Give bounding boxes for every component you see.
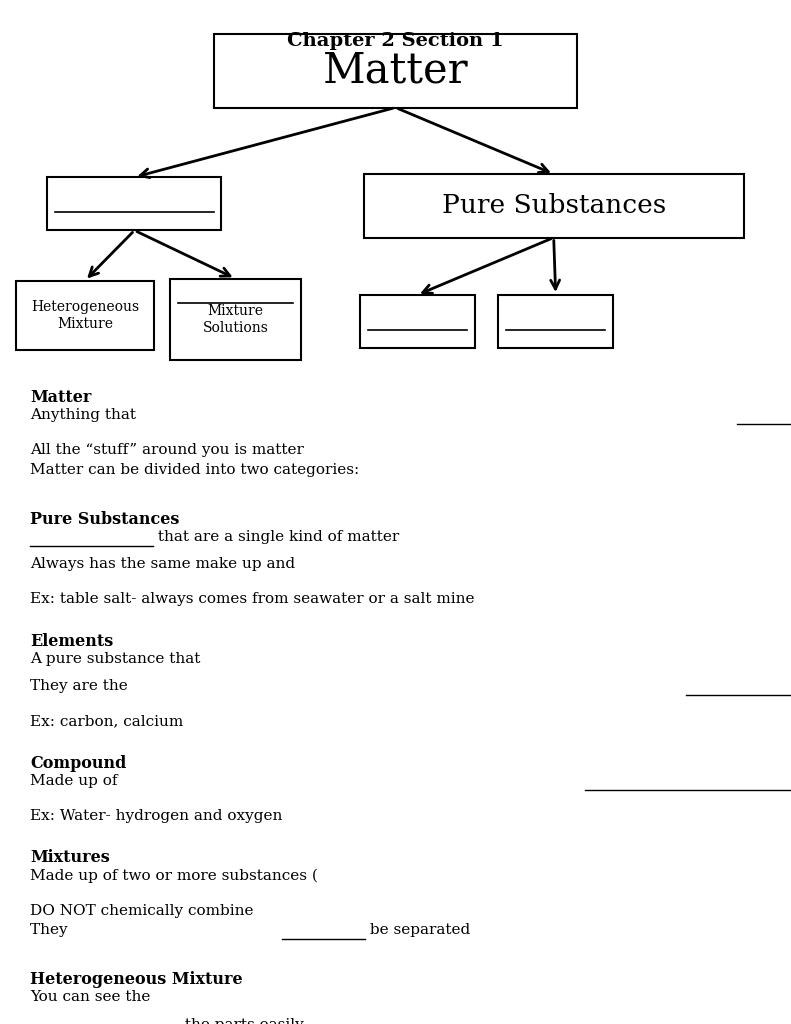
Text: Compound: Compound	[30, 755, 127, 772]
Text: Ex: carbon, calcium: Ex: carbon, calcium	[30, 715, 184, 728]
Bar	[364, 174, 744, 238]
Text: DO NOT chemically combine: DO NOT chemically combine	[30, 904, 254, 918]
Text: They are the: They are the	[30, 679, 133, 693]
Bar	[360, 295, 475, 348]
Text: the parts easily: the parts easily	[180, 1018, 304, 1024]
Text: Pure Substances: Pure Substances	[441, 194, 666, 218]
Text: be separated: be separated	[365, 923, 471, 937]
Text: They: They	[30, 923, 73, 937]
Bar	[214, 34, 577, 108]
Text: A pure substance that: A pure substance that	[30, 652, 206, 666]
Text: All the “stuff” around you is matter: All the “stuff” around you is matter	[30, 443, 304, 458]
Bar	[498, 295, 613, 348]
Text: Ex: table salt- always comes from seawater or a salt mine: Ex: table salt- always comes from seawat…	[30, 592, 475, 606]
Text: Mixtures: Mixtures	[30, 850, 110, 866]
Text: Mixture
Solutions: Mixture Solutions	[202, 304, 268, 335]
Text: Matter: Matter	[30, 389, 92, 407]
Text: Elements: Elements	[30, 633, 113, 650]
Text: Matter: Matter	[323, 49, 468, 92]
Text: that are a single kind of matter: that are a single kind of matter	[153, 530, 399, 544]
Text: Always has the same make up and: Always has the same make up and	[30, 557, 300, 571]
Bar	[16, 281, 154, 350]
Text: Chapter 2 Section 1: Chapter 2 Section 1	[287, 32, 504, 50]
Text: Made up of two or more substances (: Made up of two or more substances (	[30, 868, 318, 883]
Text: Anything that: Anything that	[30, 409, 141, 422]
Text: Ex: Water- hydrogen and oxygen: Ex: Water- hydrogen and oxygen	[30, 809, 282, 823]
Text: Heterogeneous Mixture: Heterogeneous Mixture	[30, 972, 243, 988]
Bar	[170, 279, 301, 360]
Text: Heterogeneous
Mixture: Heterogeneous Mixture	[31, 300, 139, 331]
Text: Pure Substances: Pure Substances	[30, 511, 180, 528]
Text: Made up of: Made up of	[30, 774, 123, 787]
Text: You can see the: You can see the	[30, 990, 155, 1005]
Bar	[47, 177, 221, 230]
Text: Matter can be divided into two categories:: Matter can be divided into two categorie…	[30, 463, 364, 476]
